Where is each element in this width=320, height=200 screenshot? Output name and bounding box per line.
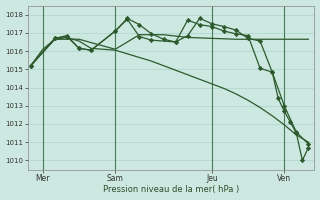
X-axis label: Pression niveau de la mer( hPa ): Pression niveau de la mer( hPa ): [103, 185, 239, 194]
